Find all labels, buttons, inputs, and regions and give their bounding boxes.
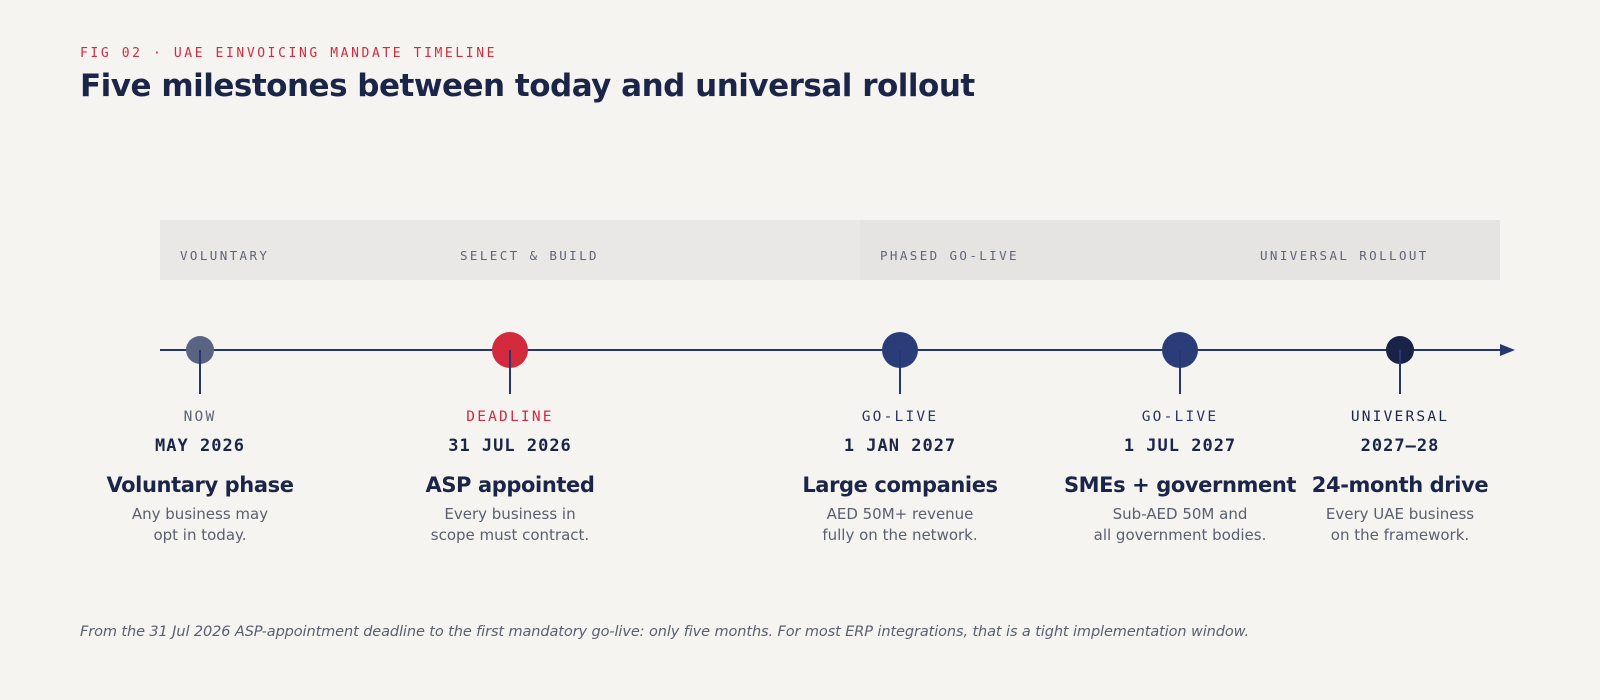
milestone-description: Any business may opt in today. [70,504,330,546]
milestone-description: Sub-AED 50M and all government bodies. [1050,504,1310,546]
milestone-card-go-live-sme: GO-LIVE 1 JUL 2027 SMEs + government Sub… [1050,408,1310,546]
milestone-card-now: NOW MAY 2026 Voluntary phase Any busines… [70,408,330,546]
milestone-kind: GO-LIVE [861,409,939,425]
phase-label-select-build: SELECT & BUILD [460,248,599,263]
milestone-date: 31 JUL 2026 [448,436,572,456]
milestone-description-line: all government bodies. [1093,526,1267,544]
phase-label-phased-go-live: PHASED GO-LIVE [880,248,1019,263]
milestone-title: SMEs + government [1063,473,1297,497]
milestone-card-deadline: DEADLINE 31 JUL 2026 ASP appointed Every… [380,408,640,546]
arrow-right-icon [1500,344,1515,356]
milestone-kind: UNIVERSAL [1350,409,1450,425]
milestone-date: 2027–28 [1360,436,1440,456]
phase-band-voluntary [160,220,860,280]
milestone-stem [1179,350,1181,394]
milestone-date: 1 JAN 2027 [843,436,957,456]
milestone-description: AED 50M+ revenue fully on the network. [770,504,1030,546]
milestone-date: MAY 2026 [155,436,245,456]
milestone-description: Every business in scope must contract. [380,504,640,546]
milestone-kind: NOW [183,409,217,425]
milestone-description-line: Every UAE business [1325,505,1475,523]
milestone-date: 1 JUL 2027 [1123,436,1237,456]
milestone-title: 24-month drive [1311,473,1489,497]
phase-label-voluntary: VOLUNTARY [180,248,270,263]
milestone-description-line: fully on the network. [822,526,978,544]
figure-eyebrow: FIG 02 · UAE EINVOICING MANDATE TIMELINE [80,46,498,61]
milestone-description: Every UAE business on the framework. [1270,504,1530,546]
milestone-title: ASP appointed [425,473,595,497]
milestone-card-go-live-large: GO-LIVE 1 JAN 2027 Large companies AED 5… [770,408,1030,546]
milestone-stem [899,350,901,394]
milestone-description-line: Any business may [131,505,269,523]
milestone-kind: DEADLINE [466,409,554,425]
milestone-card-universal: UNIVERSAL 2027–28 24-month drive Every U… [1270,408,1530,546]
milestone-description-line: Sub-AED 50M and [1112,505,1248,523]
milestone-title: Large companies [802,473,998,497]
timeline-axis [160,349,1510,351]
milestone-description-line: AED 50M+ revenue [826,505,974,523]
milestone-description-line: scope must contract. [430,526,590,544]
milestone-title: Voluntary phase [106,473,294,497]
milestone-description-line: Every business in [444,505,576,523]
milestone-stem [1399,350,1401,394]
milestone-description-line: on the framework. [1330,526,1470,544]
phase-band-rollout [860,220,1500,280]
milestone-stem [509,350,511,394]
milestone-stem [199,350,201,394]
milestone-kind: GO-LIVE [1141,409,1219,425]
milestone-description-line: opt in today. [153,526,247,544]
figure-footnote: From the 31 Jul 2026 ASP-appointment dea… [80,624,1249,640]
phase-label-universal-rollout: UNIVERSAL ROLLOUT [1260,248,1429,263]
figure-headline: Five milestones between today and univer… [80,68,975,104]
